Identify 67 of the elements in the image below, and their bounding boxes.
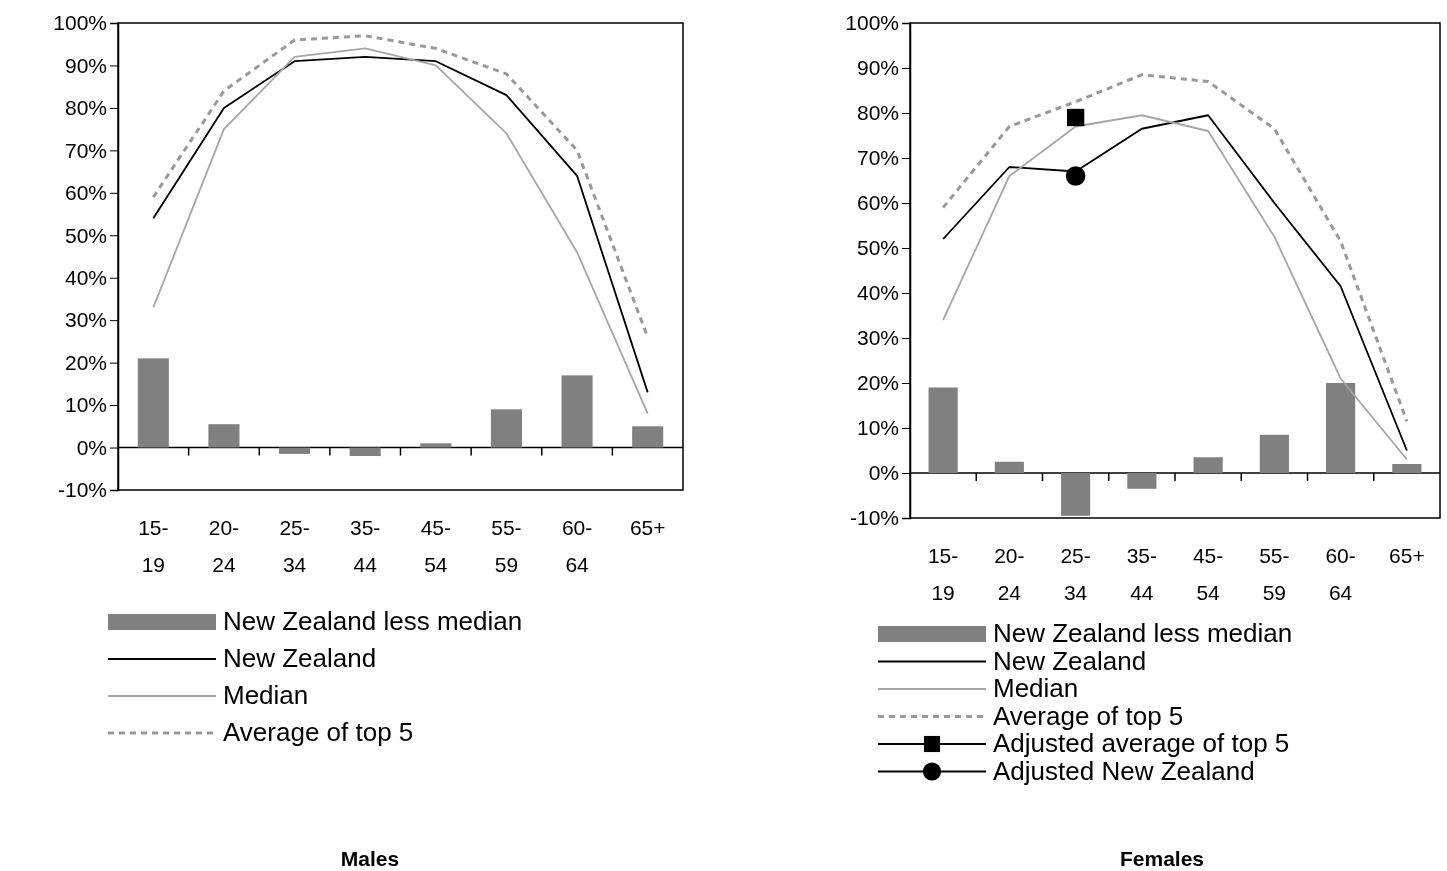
y-tick-label: 20% — [856, 371, 899, 395]
text: Females — [1119, 847, 1205, 870]
y-tick-label: 100% — [53, 11, 107, 35]
bar — [349, 447, 381, 457]
bar — [1061, 473, 1091, 516]
bar — [279, 447, 311, 454]
y-tick-label: 80% — [856, 101, 899, 125]
bar — [632, 426, 664, 448]
y-tick-label: 30% — [64, 308, 107, 332]
y-tick-label: 0% — [868, 461, 899, 485]
y-tick-label: 40% — [64, 265, 107, 289]
y-tick-label: 60% — [856, 191, 899, 215]
bar — [1259, 434, 1289, 473]
x-tick-label: 35-44 — [350, 516, 381, 576]
legend-label: New Zealand — [993, 645, 1147, 676]
legend-label: New Zealand less median — [993, 618, 1293, 648]
bar — [1392, 464, 1422, 473]
line-series — [941, 73, 1409, 423]
x-tick-label: 15-19 — [927, 544, 959, 604]
legend-label: Median — [993, 673, 1079, 703]
bar — [420, 443, 452, 448]
legend-label: Average of top 5 — [993, 700, 1184, 731]
x-tick-label: 25-34 — [279, 516, 310, 576]
bar — [928, 387, 958, 473]
text: Males — [340, 847, 400, 870]
y-tick-label: 10% — [856, 416, 899, 440]
x-tick-label: 65+ — [1389, 544, 1425, 567]
x-tick-label: 20-24 — [994, 544, 1025, 604]
bar — [490, 409, 522, 448]
y-tick-label: -10% — [57, 478, 107, 502]
bar — [1193, 457, 1223, 473]
y-tick-label: 30% — [856, 326, 899, 350]
legend-label: Median — [223, 680, 309, 710]
x-tick-label: 20-24 — [208, 516, 240, 576]
x-tick-label: 60-64 — [561, 516, 593, 576]
x-tick-label: 45-54 — [420, 516, 451, 576]
x-tick-label: 60-64 — [1325, 544, 1356, 604]
x-tick-label: 45-54 — [1192, 544, 1224, 604]
legend-label: Average of top 5 — [223, 717, 414, 747]
y-tick-label: 70% — [856, 146, 899, 170]
y-tick-label: 60% — [64, 181, 107, 205]
y-tick-label: -10% — [849, 506, 899, 530]
y-tick-label: 40% — [856, 281, 899, 305]
y-tick-label: 90% — [64, 53, 107, 77]
bar — [994, 461, 1024, 473]
x-tick-label: 35-44 — [1126, 544, 1158, 604]
bar — [208, 424, 240, 448]
bar — [561, 375, 593, 448]
bar — [137, 358, 169, 448]
y-tick-label: 100% — [845, 11, 899, 35]
x-tick-label: 15-19 — [138, 516, 169, 576]
x-tick-label: 65+ — [629, 516, 666, 539]
x-tick-label: 25-34 — [1060, 544, 1091, 604]
x-tick-label: 55-59 — [491, 516, 522, 576]
bar — [1326, 383, 1356, 473]
y-tick-label: 50% — [64, 223, 107, 247]
y-tick-label: 10% — [64, 393, 107, 417]
legend-label: New Zealand — [223, 643, 377, 673]
y-tick-label: 80% — [64, 96, 107, 120]
y-tick-label: 0% — [76, 435, 107, 459]
y-tick-label: 20% — [64, 350, 107, 374]
y-tick-label: 70% — [64, 138, 107, 162]
x-tick-label: 55-59 — [1259, 544, 1290, 604]
y-tick-label: 90% — [856, 56, 899, 80]
legend-label: New Zealand less median — [223, 606, 523, 636]
y-tick-label: 50% — [856, 236, 899, 260]
bar — [1127, 473, 1157, 489]
